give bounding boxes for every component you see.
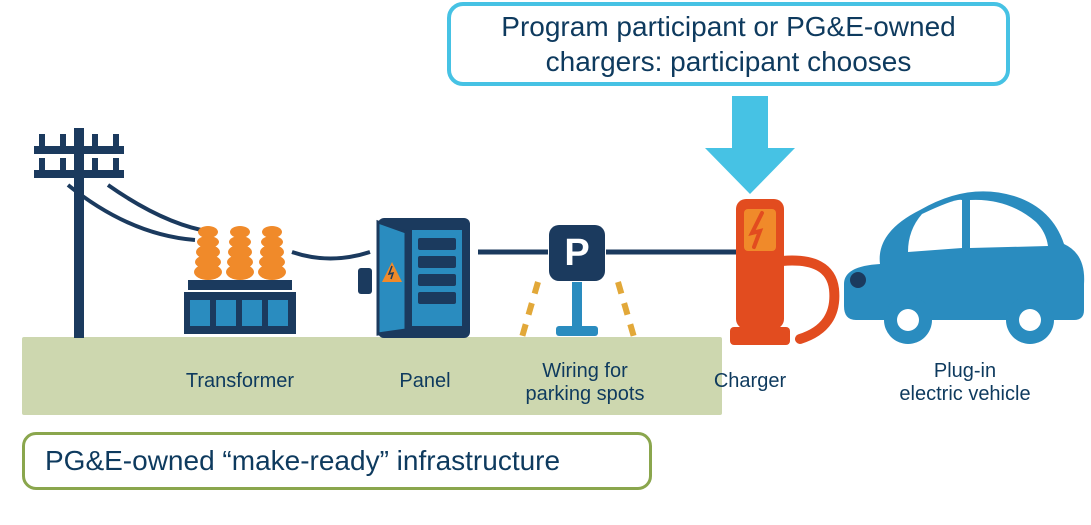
- callout-text: Program participant or PG&E-owned charge…: [469, 9, 988, 79]
- label-ev: Plug-in electric vehicle: [880, 360, 1050, 406]
- parking-sign-icon: P: [549, 225, 605, 281]
- ev-car-icon: [838, 168, 1088, 353]
- callout-box: Program participant or PG&E-owned charge…: [447, 2, 1010, 86]
- ev-infrastructure-diagram: P Program participa: [0, 0, 1091, 525]
- utility-pole-icon: [34, 128, 154, 348]
- parking-post: [520, 282, 640, 354]
- transformer-icon: [180, 224, 310, 344]
- bottom-box-text: PG&E-owned “make-ready” infrastructure: [45, 445, 560, 477]
- bottom-box: PG&E-owned “make-ready” infrastructure: [22, 432, 652, 490]
- panel-icon: [358, 218, 488, 348]
- label-charger: Charger: [700, 370, 800, 393]
- label-panel: Panel: [380, 370, 470, 393]
- callout-arrow-icon: [705, 96, 795, 196]
- label-wiring: Wiring for parking spots: [520, 360, 650, 406]
- label-transformer: Transformer: [170, 370, 310, 393]
- charger-icon: [730, 199, 840, 351]
